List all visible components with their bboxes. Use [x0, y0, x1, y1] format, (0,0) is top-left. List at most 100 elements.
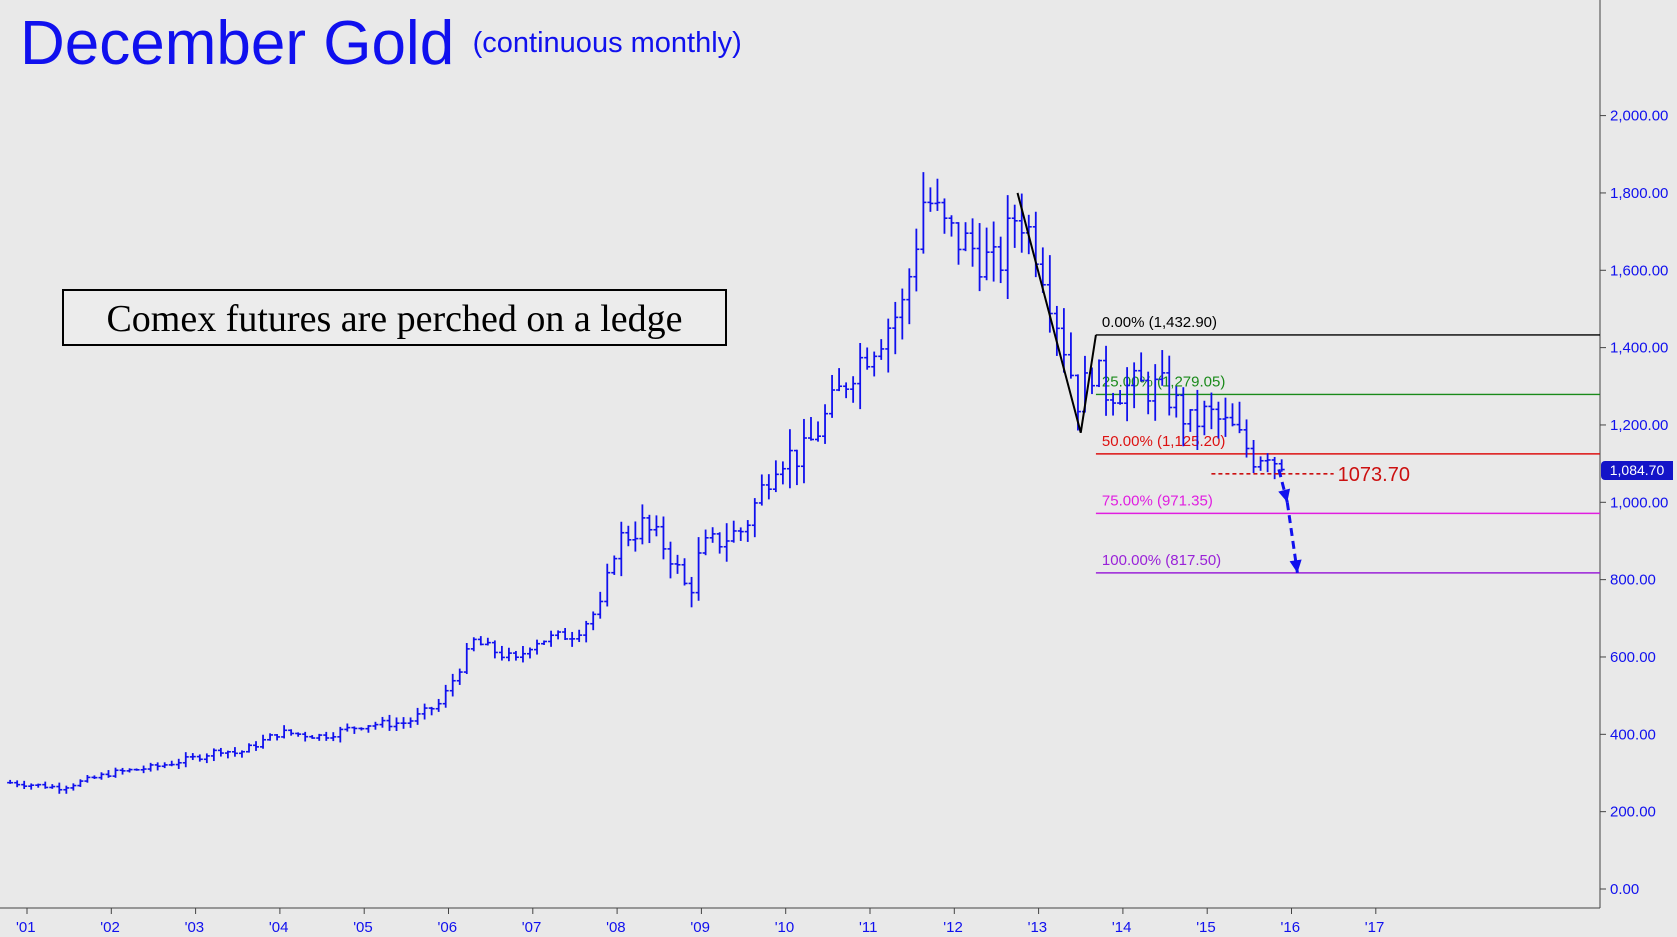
price-bar [98, 772, 105, 780]
x-tick-label: '02 [100, 919, 120, 936]
price-bar [955, 222, 962, 265]
last-price-tag: 1,084.70 [1601, 461, 1673, 480]
chart-title: December Gold [20, 9, 455, 78]
price-bar [133, 768, 140, 771]
price-bar [632, 521, 639, 552]
price-bar [1250, 439, 1257, 473]
price-bar [84, 775, 91, 783]
x-tick-label: '03 [185, 919, 205, 936]
price-bar [35, 783, 42, 788]
price-bar [238, 750, 245, 758]
price-bar [484, 637, 491, 646]
price-bar [498, 645, 505, 661]
price-bar [829, 374, 836, 418]
price-bar [1278, 459, 1285, 472]
price-bar [372, 721, 379, 730]
axis-labels: 0.00 200.00 400.00 600.00 800.00 1,000.00 1,20… [16, 108, 1668, 936]
price-bar [456, 668, 463, 685]
price-bar [63, 785, 70, 794]
price-bar [793, 449, 800, 486]
price-bar [723, 523, 730, 562]
price-bar [1208, 392, 1215, 430]
x-tick-label: '10 [775, 919, 795, 936]
x-tick-label: '13 [1028, 919, 1048, 936]
price-bar [1187, 409, 1194, 432]
projection-arrowhead [1278, 488, 1291, 503]
price-bar [695, 537, 702, 601]
price-bar [674, 554, 681, 574]
price-bar [77, 779, 84, 787]
price-bar [330, 732, 337, 742]
price-bar [569, 631, 576, 647]
price-bar [751, 498, 758, 538]
price-bar [815, 421, 822, 442]
price-bar [1229, 403, 1236, 427]
price-bar [772, 460, 779, 493]
price-bars [7, 172, 1285, 794]
price-bar [1117, 390, 1124, 405]
price-bar [836, 368, 843, 392]
price-bar [1138, 352, 1145, 382]
price-bar [358, 727, 365, 731]
retracement-label: 100.00% (817.50) [1102, 552, 1221, 569]
price-bar [871, 351, 878, 377]
price-bar [491, 640, 498, 659]
price-bar [379, 716, 386, 728]
price-bar [990, 221, 997, 282]
price-bar [14, 780, 21, 788]
price-bar [667, 541, 674, 579]
price-bar [182, 752, 189, 768]
annotation-overlay: 1073.70 [1016, 192, 1410, 574]
y-tick-label: 1,600.00 [1610, 262, 1668, 279]
price-bar [590, 611, 597, 631]
price-bar [400, 717, 407, 729]
retracement-levels: 0.00% (1,432.90) 25.00% (1,279.05) 50.00% … [1095, 314, 1600, 574]
price-bar [217, 747, 224, 757]
price-bar [1222, 397, 1229, 437]
price-bar [646, 514, 653, 544]
price-bar [526, 647, 533, 659]
price-bar [927, 187, 934, 212]
price-bar [534, 639, 541, 655]
price-bar [449, 673, 456, 697]
x-tick-label: '04 [269, 919, 289, 936]
x-tick-label: '01 [16, 919, 36, 936]
price-bar [224, 750, 231, 759]
price-bar [899, 288, 906, 340]
price-bar [688, 576, 695, 608]
price-bar [428, 706, 435, 716]
price-bar [1103, 345, 1110, 416]
price-bar [442, 684, 449, 708]
price-bar [161, 762, 168, 769]
price-bar [702, 529, 709, 556]
price-bar [21, 780, 28, 789]
x-tick-label: '14 [1112, 919, 1132, 936]
price-bar [323, 731, 330, 741]
projection-arrowhead [1289, 559, 1302, 573]
price-bar [281, 725, 288, 739]
price-bar [154, 762, 161, 771]
price-bar [126, 768, 133, 773]
price-bar [245, 743, 252, 753]
retracement-label: 0.00% (1,432.90) [1102, 314, 1217, 331]
price-bar [1152, 364, 1159, 421]
retracement-label: 75.00% (971.35) [1102, 492, 1213, 509]
price-bar [203, 753, 210, 764]
x-tick-label: '08 [606, 919, 626, 936]
price-bar [562, 627, 569, 640]
price-bar [737, 527, 744, 541]
price-bar [857, 343, 864, 410]
price-bar [934, 178, 941, 211]
price-bar [730, 520, 737, 543]
price-bar [210, 748, 217, 762]
price-bar [555, 630, 562, 640]
price-bar [463, 643, 470, 675]
price-bar [892, 301, 899, 355]
price-bar [119, 767, 126, 775]
price-bar [1271, 456, 1278, 480]
price-bar [1067, 332, 1074, 379]
price-bar [822, 404, 829, 444]
price-bar [1180, 387, 1187, 447]
x-tick-label: '07 [522, 919, 542, 936]
price-bar [744, 520, 751, 542]
